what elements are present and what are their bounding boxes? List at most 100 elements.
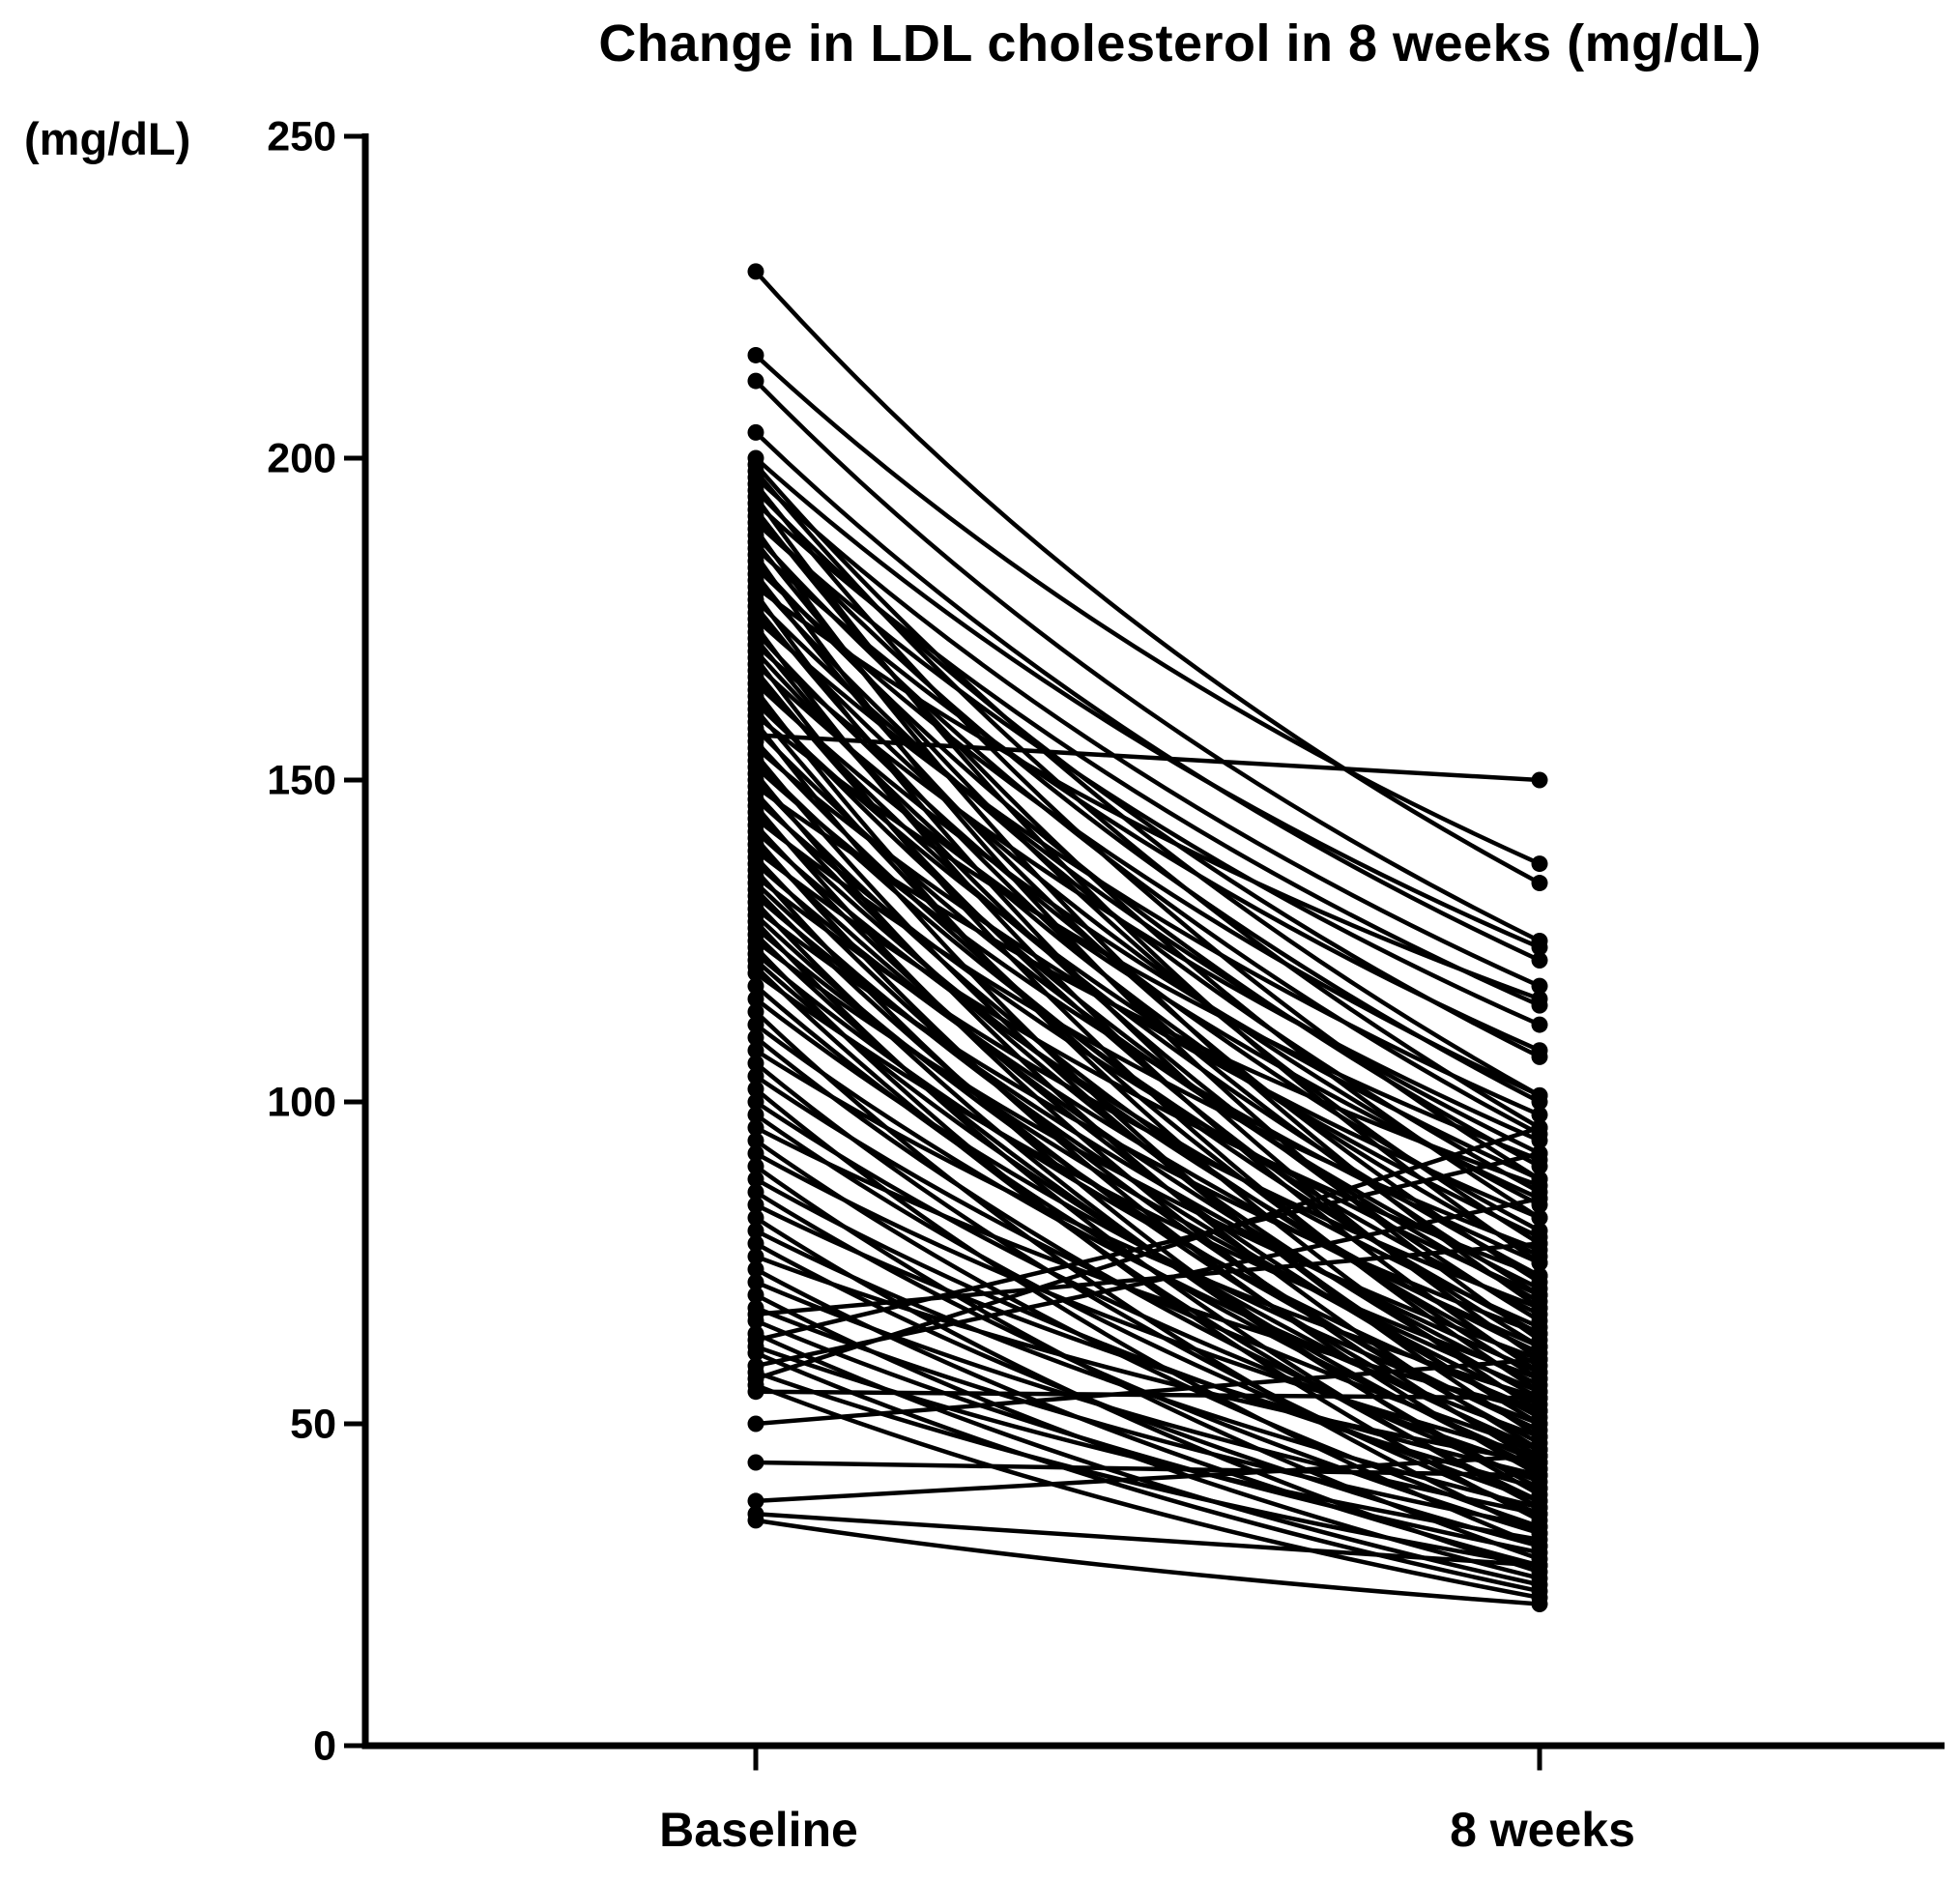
patient-line	[755, 1389, 1541, 1401]
week8-point	[1531, 1370, 1548, 1387]
patient-line	[754, 997, 1541, 1427]
patient-line	[754, 894, 1541, 1375]
patient-line	[754, 970, 1541, 1381]
baseline-point	[747, 1171, 764, 1188]
baseline-point	[747, 1383, 764, 1401]
chart-title: Change in LDL cholesterol in 8 weeks (mg…	[598, 14, 1762, 72]
week8-point	[1531, 1544, 1548, 1561]
baseline-point	[747, 1492, 764, 1510]
baseline-point	[747, 1287, 764, 1304]
patient-line	[754, 546, 1541, 1053]
week8-point	[1531, 1132, 1548, 1149]
patient-line	[754, 1100, 1541, 1471]
patient-line	[754, 430, 1541, 963]
baseline-point	[747, 1042, 764, 1059]
baseline-point	[747, 977, 764, 995]
patient-line	[754, 907, 1541, 1336]
patient-line	[755, 1151, 1541, 1343]
week8-point	[1531, 1466, 1548, 1484]
baseline-point	[747, 1093, 764, 1111]
patient-line	[755, 1454, 1541, 1504]
baseline-point	[747, 1273, 764, 1290]
patient-line	[754, 791, 1542, 1401]
patient-line	[754, 1113, 1541, 1504]
patient-line	[755, 1318, 1541, 1555]
patient-line	[755, 1344, 1541, 1543]
week8-point	[1531, 1325, 1548, 1343]
patient-line	[754, 1048, 1541, 1401]
y-axis-tick-label: 150	[267, 758, 336, 804]
baseline-point	[747, 965, 764, 982]
patient-line	[754, 520, 1541, 1027]
patient-line	[754, 1151, 1541, 1459]
baseline-point	[747, 1003, 764, 1021]
baseline-point	[747, 1055, 764, 1072]
x-axis-label-8weeks: 8 weeks	[1450, 1803, 1635, 1857]
baseline-point	[747, 372, 764, 390]
week8-point	[1531, 977, 1548, 995]
patient-line	[754, 797, 1541, 1297]
y-axis-tick-label: 250	[267, 114, 336, 160]
week8-point	[1531, 1428, 1548, 1445]
patient-line	[754, 861, 1541, 1349]
week8-point	[1531, 855, 1548, 873]
baseline-point	[747, 263, 764, 280]
week8-point	[1531, 1042, 1548, 1059]
baseline-point	[747, 1067, 764, 1085]
baseline-point	[747, 1248, 764, 1265]
baseline-point	[747, 990, 764, 1007]
y-axis-tick-label: 200	[267, 436, 336, 482]
baseline-point	[747, 1028, 764, 1046]
baseline-point	[747, 1209, 764, 1227]
week8-point	[1531, 1177, 1548, 1195]
baseline-point	[747, 1512, 764, 1529]
patient-line	[754, 501, 1541, 1008]
patient-line	[755, 1511, 1541, 1568]
week8-point	[1531, 1480, 1548, 1497]
week8-point	[1531, 990, 1548, 1007]
week8-point	[1531, 1338, 1548, 1355]
week8-point	[1531, 1299, 1548, 1317]
patient-line	[754, 824, 1542, 1420]
baseline-point	[747, 346, 764, 363]
baseline-point	[747, 1106, 764, 1123]
patient-line	[755, 1331, 1541, 1587]
baseline-point	[747, 1197, 764, 1214]
x-axis-label-baseline: Baseline	[659, 1803, 858, 1857]
patient-line	[754, 597, 1541, 1156]
baseline-point	[747, 1415, 764, 1432]
patient-line	[755, 1460, 1541, 1478]
baseline-point	[747, 1312, 764, 1329]
patient-line	[754, 611, 1542, 1207]
week8-point	[1531, 1595, 1548, 1612]
patient-line	[755, 733, 1541, 783]
patient-line	[754, 766, 1541, 1265]
patient-line	[754, 379, 1541, 943]
patient-line	[754, 939, 1541, 1362]
patient-line	[754, 713, 1541, 1163]
patient-line	[754, 784, 1541, 1188]
y-axis-unit-label: (mg/dL)	[24, 113, 191, 164]
patient-line	[755, 1202, 1541, 1478]
baseline-point	[747, 1132, 764, 1149]
y-axis-tick-label: 100	[267, 1080, 336, 1126]
patient-line	[755, 1125, 1541, 1381]
baseline-point	[747, 1081, 764, 1098]
baseline-point	[747, 1454, 764, 1471]
week8-point	[1531, 1235, 1548, 1253]
patient-line	[754, 534, 1542, 1137]
week8-point	[1531, 1267, 1548, 1285]
week8-point	[1531, 1403, 1548, 1420]
patient-line	[754, 926, 1541, 1394]
patient-line	[754, 617, 1541, 1117]
baseline-point	[747, 1158, 764, 1175]
patient-line	[755, 1280, 1541, 1517]
baseline-point	[747, 423, 764, 441]
patient-line	[754, 727, 1541, 1291]
patient-line	[755, 1241, 1541, 1317]
y-axis-tick-label: 50	[290, 1402, 336, 1448]
baseline-point	[747, 1235, 764, 1253]
patient-line	[754, 270, 1542, 885]
